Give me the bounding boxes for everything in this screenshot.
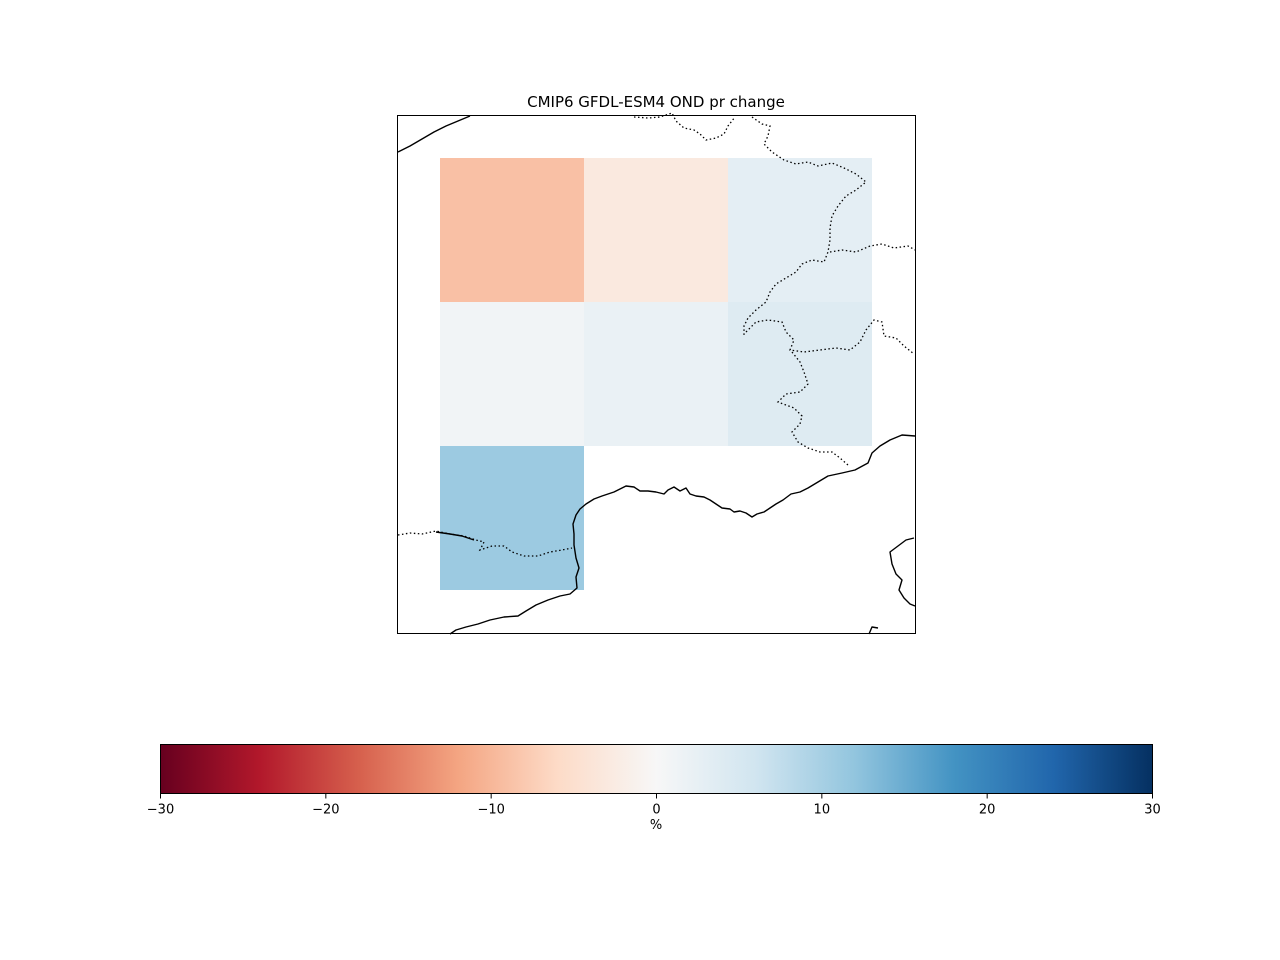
border-italy: [776, 351, 849, 466]
grid-cell-r1-c0: [440, 302, 584, 446]
colorbar: −30 −20 −10 0 10 20 30 %: [147, 744, 1161, 833]
border-spain: [397, 530, 573, 557]
colorbar-tick-label: −10: [477, 803, 504, 818]
colorbar-gradient: [160, 744, 1153, 794]
border-benelux: [633, 112, 736, 141]
grid-cell-r1-c1: [584, 302, 728, 446]
coastline-sardinia: [868, 626, 879, 635]
colorbar-tick-label: 0: [652, 803, 660, 818]
grid-cell-r1-c2: [728, 302, 872, 446]
coastline-mediterranean: [449, 434, 916, 635]
coastline-channel: [397, 115, 471, 153]
map-title: CMIP6 GFDL-ESM4 OND pr change: [527, 93, 785, 111]
border-lux-germany: [743, 116, 868, 336]
map-panel: [397, 112, 916, 635]
grid-cell-r0-c0: [440, 158, 584, 302]
grid-cells: [440, 158, 872, 590]
colorbar-label: %: [650, 818, 662, 833]
coastline: [397, 115, 916, 635]
grid-cell-r0-c1: [584, 158, 728, 302]
colorbar-tick-label: −20: [312, 803, 339, 818]
map-frame: [397, 115, 916, 634]
colorbar-ticks: −30 −20 −10 0 10 20 30: [147, 793, 1161, 818]
border-switzerland: [745, 319, 915, 355]
colorbar-tick-label: 20: [979, 803, 996, 818]
colorbar-tick-label: −30: [147, 803, 174, 818]
grid-cell-r0-c2: [728, 158, 872, 302]
coastline-spain-north: [435, 531, 475, 541]
coastline-corsica: [889, 537, 916, 607]
country-borders: [397, 112, 916, 557]
colorbar-tick-label: 30: [1144, 803, 1161, 818]
colorbar-tick-label: 10: [814, 803, 831, 818]
grid-cell-r2-c0: [440, 446, 584, 590]
